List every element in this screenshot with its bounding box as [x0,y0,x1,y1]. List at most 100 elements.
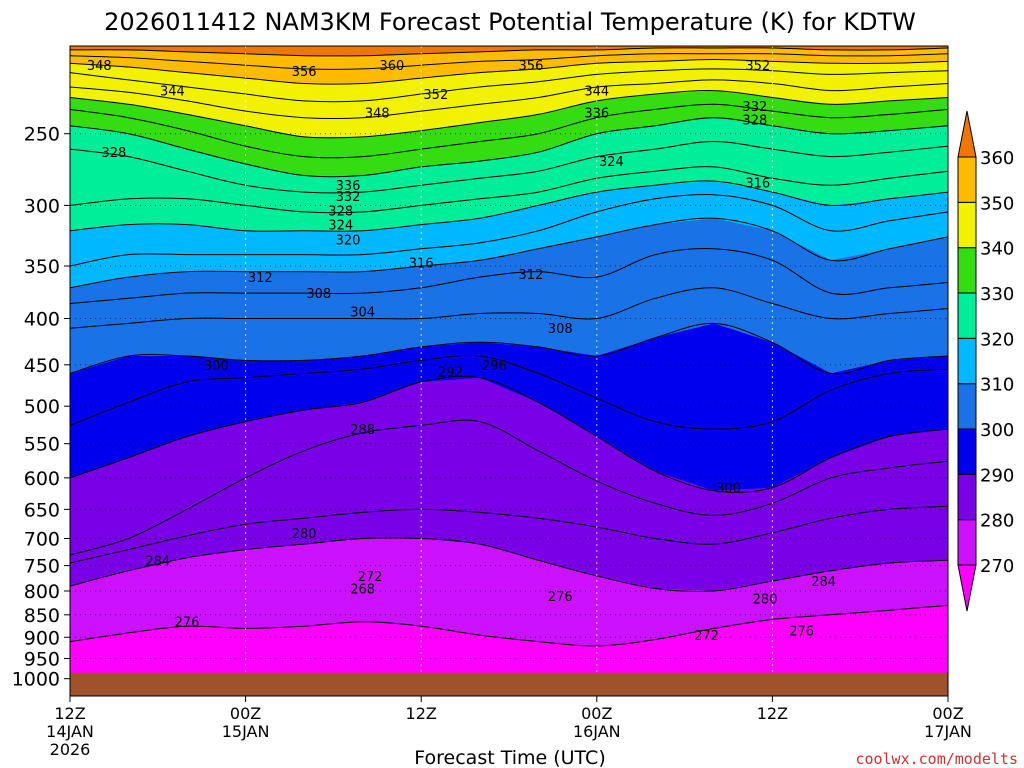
colorbar-max-arrow [957,110,977,158]
contour-label: 284 [811,575,836,590]
x-tick-label: 14JAN [46,722,94,741]
isentrope-284 [70,505,948,564]
isentrope-360 [70,47,948,57]
y-tick-label: 250 [24,124,60,146]
x-tick-label: 17JAN [924,722,972,741]
contour-label: 356 [519,59,544,74]
colorbar-swatch-300 [957,383,977,430]
contour-label: 276 [548,590,573,605]
isentrope-328 [70,140,948,194]
contour-label: 324 [599,155,624,170]
plot-frame [69,45,949,697]
isentrope-280 [70,537,948,592]
colorbar-label: 330 [980,284,1014,305]
isentrope-336 [70,103,948,159]
contour-label: 352 [423,88,448,103]
y-tick-label: 600 [24,468,60,490]
contour-label: 348 [365,107,390,122]
y-tick-label: 500 [24,396,60,418]
isentrope-312 [70,217,948,289]
y-tick-label: 900 [24,627,60,649]
y-tick-label: 450 [24,355,60,377]
isentrope-300 [70,322,948,375]
colorbar-label: 310 [980,375,1014,396]
colorbar-label: 320 [980,329,1014,350]
isentrope-304 [70,287,948,329]
isentrope-356 [70,53,948,70]
contour-label: 320 [336,233,361,248]
isentrope-320 [70,180,948,232]
isentrope-352 [70,58,948,85]
colorbar-swatch-310 [957,337,977,385]
colorbar-swatch-290 [957,428,977,475]
contour-label: 288 [350,423,375,438]
colorbar-label: 270 [980,556,1014,577]
x-tick-label: 12Z [757,704,788,723]
isentrope-288 [70,419,948,556]
colorbar-swatch-270 [957,519,977,566]
isentrope-332 [70,117,948,178]
contour-label: 312 [248,271,273,286]
contour-label: 272 [358,570,383,585]
contour-label: 280 [753,592,778,607]
contour-label: 344 [160,85,185,100]
x-tick-label: 2026 [50,740,91,759]
contour-label: 276 [175,616,200,631]
colorbar-legend: 270 280 290 300 310 320 330 340 350 360 [957,110,1014,612]
y-tick-label: 950 [24,649,60,671]
isentrope-316 [70,194,948,267]
colorbar-label: 290 [980,465,1014,486]
contour-label: 348 [87,59,112,74]
x-tick-label: 15JAN [222,722,270,741]
credit-text: coolwx.com/modelts [855,750,1018,768]
colorbar-label: 350 [980,193,1014,214]
y-tick-label: 1000 [12,669,60,691]
isentrope-276 [70,604,948,647]
contour-label: 308 [306,287,331,302]
ground-surface [70,672,948,696]
contour-label: 312 [519,268,544,283]
y-tick-label: 400 [24,308,60,330]
chart-title: 2026011412 NAM3KM Forecast Potential Tem… [104,8,916,36]
colorbar-min-arrow [957,564,977,612]
y-tick-label: 650 [24,499,60,521]
x-tick-label: 16JAN [573,722,621,741]
isentrope-348 [70,68,948,103]
y-tick-label: 550 [24,434,60,456]
x-axis-label: Forecast Time (UTC) [414,747,605,768]
contour-label: 268 [350,583,375,598]
y-tick-label: 850 [24,605,60,627]
colorbar-label: 360 [980,148,1014,169]
contour-label: 296 [482,359,507,374]
contour-label: 328 [101,146,126,161]
contour-label: 328 [328,205,353,220]
x-tick-label: 00Z [230,704,261,723]
contour-label: 316 [409,257,434,272]
contour-label: 344 [584,85,609,100]
isentrope-344 [70,79,948,120]
contour-label: 300 [716,482,741,497]
colorbar-swatch-340 [957,201,977,249]
isentrope-324 [70,166,948,214]
contour-label: 332 [336,190,361,205]
y-tick-label: 800 [24,581,60,603]
y-tick-label: 700 [24,528,60,550]
colorbar-swatch-280 [957,473,977,521]
x-tick-label: 12Z [406,704,437,723]
contour-label: 352 [745,59,770,74]
colorbar-label: 280 [980,511,1014,532]
y-axis: 2503003504004505005506006507007508008509… [12,124,70,691]
colorbar-swatch-330 [957,247,977,294]
contour-label: 292 [438,366,463,381]
isentrope-296 [70,354,948,430]
x-tick-label: 00Z [932,704,963,723]
theta-fill-layer [70,46,948,696]
x-tick-label: 12Z [54,704,85,723]
contour-label: 308 [548,322,573,337]
contour-label: 336 [336,179,361,194]
isentrope-292 [70,375,948,493]
x-tick-label: 00Z [581,704,612,723]
grid-layer [70,46,948,696]
